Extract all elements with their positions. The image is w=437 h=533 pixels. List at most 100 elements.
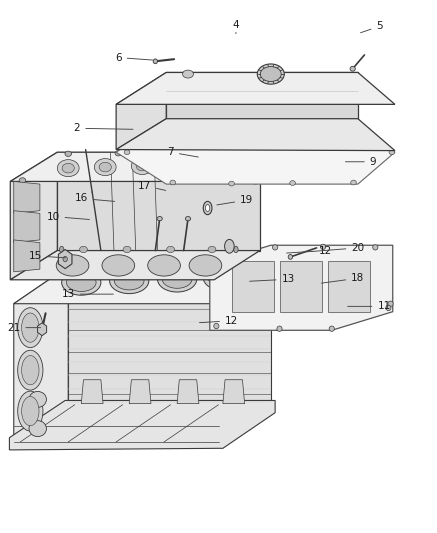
Polygon shape bbox=[116, 119, 395, 151]
Text: 13: 13 bbox=[62, 289, 113, 299]
Text: 4: 4 bbox=[232, 20, 239, 34]
Ellipse shape bbox=[114, 272, 144, 290]
Ellipse shape bbox=[166, 246, 174, 253]
Ellipse shape bbox=[63, 256, 67, 262]
Ellipse shape bbox=[233, 118, 239, 123]
Ellipse shape bbox=[277, 326, 282, 332]
Text: 9: 9 bbox=[345, 157, 376, 167]
Ellipse shape bbox=[80, 246, 87, 253]
Ellipse shape bbox=[62, 164, 74, 173]
Ellipse shape bbox=[205, 205, 210, 212]
Ellipse shape bbox=[173, 160, 185, 169]
Ellipse shape bbox=[210, 159, 222, 168]
Ellipse shape bbox=[351, 180, 356, 185]
Text: 19: 19 bbox=[217, 195, 253, 205]
Ellipse shape bbox=[388, 301, 393, 306]
Polygon shape bbox=[116, 72, 166, 150]
Ellipse shape bbox=[65, 151, 72, 157]
Ellipse shape bbox=[386, 305, 391, 311]
Ellipse shape bbox=[94, 265, 99, 270]
Polygon shape bbox=[129, 379, 151, 403]
Text: 17: 17 bbox=[138, 181, 166, 191]
Ellipse shape bbox=[157, 266, 197, 292]
Ellipse shape bbox=[373, 245, 378, 250]
Polygon shape bbox=[14, 181, 40, 213]
Polygon shape bbox=[116, 72, 395, 104]
Polygon shape bbox=[10, 152, 57, 280]
Ellipse shape bbox=[110, 268, 149, 294]
Text: 20: 20 bbox=[313, 243, 364, 253]
Ellipse shape bbox=[59, 246, 64, 253]
Ellipse shape bbox=[59, 265, 64, 270]
Polygon shape bbox=[14, 211, 40, 243]
Ellipse shape bbox=[185, 216, 191, 221]
Ellipse shape bbox=[351, 119, 356, 124]
Polygon shape bbox=[14, 266, 271, 304]
Ellipse shape bbox=[66, 273, 96, 292]
Polygon shape bbox=[223, 379, 245, 403]
Polygon shape bbox=[14, 240, 40, 272]
Ellipse shape bbox=[208, 269, 238, 287]
Polygon shape bbox=[210, 245, 393, 330]
Text: 5: 5 bbox=[361, 21, 383, 33]
Ellipse shape bbox=[225, 239, 234, 253]
Ellipse shape bbox=[168, 157, 190, 173]
Ellipse shape bbox=[190, 266, 195, 270]
Polygon shape bbox=[57, 152, 260, 251]
Text: 15: 15 bbox=[29, 251, 66, 261]
Ellipse shape bbox=[21, 397, 39, 426]
Ellipse shape bbox=[329, 326, 334, 332]
Ellipse shape bbox=[62, 270, 101, 295]
Ellipse shape bbox=[17, 391, 43, 431]
Polygon shape bbox=[177, 379, 199, 403]
Text: 2: 2 bbox=[73, 123, 133, 133]
Ellipse shape bbox=[172, 119, 178, 124]
Ellipse shape bbox=[123, 246, 131, 253]
Polygon shape bbox=[14, 405, 271, 442]
Polygon shape bbox=[10, 152, 260, 181]
Text: 12: 12 bbox=[199, 316, 238, 326]
Polygon shape bbox=[10, 400, 275, 450]
Polygon shape bbox=[328, 261, 370, 312]
Ellipse shape bbox=[17, 350, 43, 390]
Polygon shape bbox=[59, 249, 72, 269]
Ellipse shape bbox=[229, 181, 234, 186]
Ellipse shape bbox=[94, 159, 116, 175]
Text: 6: 6 bbox=[115, 53, 153, 62]
Ellipse shape bbox=[257, 64, 284, 84]
Polygon shape bbox=[166, 72, 358, 119]
Ellipse shape bbox=[350, 66, 355, 71]
Ellipse shape bbox=[234, 246, 238, 253]
Ellipse shape bbox=[320, 244, 326, 249]
Ellipse shape bbox=[57, 160, 79, 176]
Ellipse shape bbox=[99, 163, 111, 172]
Text: 11: 11 bbox=[347, 301, 391, 311]
Polygon shape bbox=[281, 261, 322, 312]
Ellipse shape bbox=[183, 70, 194, 78]
Ellipse shape bbox=[214, 324, 219, 329]
Ellipse shape bbox=[294, 118, 300, 123]
Ellipse shape bbox=[170, 180, 176, 185]
Ellipse shape bbox=[29, 391, 46, 407]
Ellipse shape bbox=[21, 313, 39, 342]
Ellipse shape bbox=[252, 179, 259, 184]
Polygon shape bbox=[10, 251, 260, 280]
Ellipse shape bbox=[233, 266, 239, 270]
Ellipse shape bbox=[208, 246, 216, 253]
Text: 16: 16 bbox=[75, 193, 114, 204]
Ellipse shape bbox=[288, 255, 292, 260]
Ellipse shape bbox=[136, 161, 149, 171]
Ellipse shape bbox=[142, 265, 147, 270]
Ellipse shape bbox=[19, 177, 26, 183]
Ellipse shape bbox=[273, 245, 278, 250]
Polygon shape bbox=[116, 120, 395, 184]
Ellipse shape bbox=[21, 356, 39, 385]
Ellipse shape bbox=[17, 308, 43, 348]
Ellipse shape bbox=[215, 151, 222, 156]
Ellipse shape bbox=[162, 270, 192, 288]
Polygon shape bbox=[68, 266, 271, 405]
Ellipse shape bbox=[389, 150, 395, 155]
Ellipse shape bbox=[203, 201, 212, 215]
Text: 18: 18 bbox=[322, 273, 364, 283]
Ellipse shape bbox=[153, 59, 157, 63]
